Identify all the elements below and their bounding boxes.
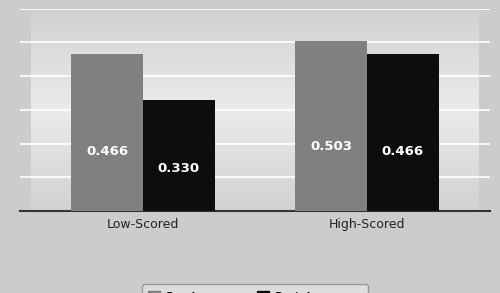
Bar: [367, 54, 438, 211]
Text: 0.503: 0.503: [310, 140, 352, 153]
Bar: [296, 42, 367, 211]
Text: 0.330: 0.330: [158, 162, 200, 175]
Bar: [143, 100, 214, 211]
Legend: Pre-Accuracy, Post-Accuracy: Pre-Accuracy, Post-Accuracy: [142, 284, 368, 293]
Bar: [72, 54, 143, 211]
Text: 0.466: 0.466: [382, 145, 424, 158]
Text: 0.466: 0.466: [86, 145, 128, 158]
